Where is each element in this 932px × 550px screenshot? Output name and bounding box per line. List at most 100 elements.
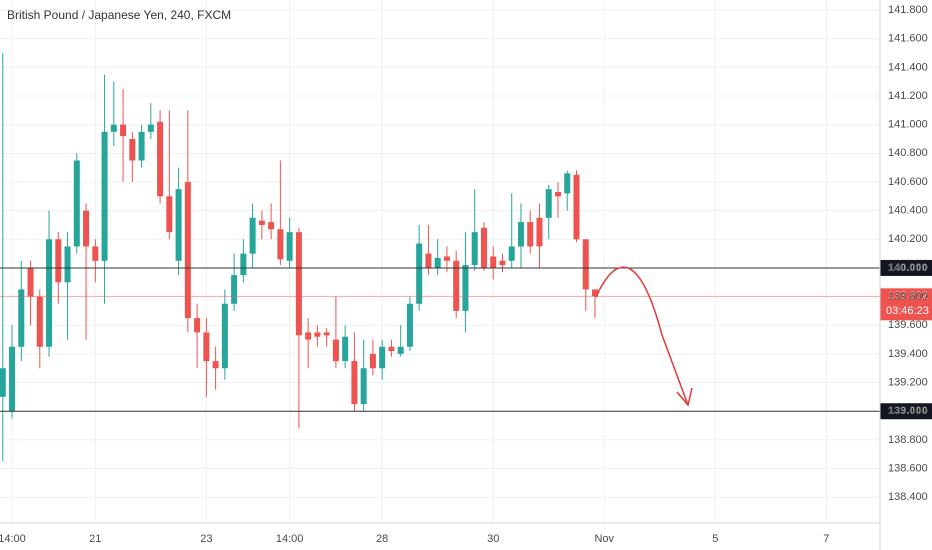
y-tick-label: 139.600 [888,319,928,331]
y-tick-label: 140.200 [888,233,928,245]
candle-body [64,246,71,283]
candle-body [231,275,238,304]
candle-body [369,353,376,369]
candle-body [36,296,43,347]
candle-body [443,256,450,261]
candle-body [147,124,154,132]
candle-body [175,189,182,261]
candle-body [342,336,349,362]
candle-body [462,265,469,311]
candles [0,53,598,462]
candle-body [83,210,90,247]
x-tick-label: 5 [712,533,718,545]
candle-body [184,181,191,319]
overlay: 140.000 139.000 139.802 03:46:23 [0,259,932,420]
candle-body [351,361,358,405]
last-price-box [880,288,932,321]
price-label: 140.000 [888,262,928,274]
candle-body [295,232,302,336]
y-tick-label: 138.400 [888,491,928,503]
y-tick-label: 140.400 [888,205,928,217]
candle-body [305,332,312,340]
candle-body [388,346,395,352]
candle-body [332,339,339,362]
candle-body [277,229,284,260]
y-tick-label: 138.600 [888,462,928,474]
candle-body [258,220,265,225]
x-tick-label: 30 [487,533,499,545]
arrow-head [676,387,693,407]
candle-body [527,222,534,247]
x-tick-label: 7 [823,533,829,545]
candle-body [480,227,487,268]
x-tick-label: 14:00 [0,533,26,545]
y-tick-label: 141.200 [888,90,928,102]
y-tick-label: 139.400 [888,348,928,360]
candle-body [27,267,34,297]
x-tick-label: Nov [594,533,614,545]
chart-title: British Pound / Japanese Yen, 240, FXCM [7,8,231,22]
grid-layer [0,0,880,523]
candle-body [221,303,228,369]
x-tick-label: 23 [200,533,212,545]
y-tick-label: 141.400 [888,61,928,73]
y-tick-label: 140.600 [888,176,928,188]
candle-body [9,346,16,412]
candle-body [554,192,561,197]
y-tick-label: 139.200 [888,376,928,388]
candle-body [406,303,413,347]
candle-body [379,346,386,369]
candle-body [434,257,441,268]
candle-body [249,217,256,254]
candle-body [203,332,210,362]
candle-body [92,246,99,261]
candle-body [360,368,367,405]
candle-body [138,131,145,161]
x-tick-label: 14:00 [276,533,304,545]
candle-body [110,124,117,132]
price-label: 139.000 [888,405,928,417]
candle-body [73,160,80,247]
candle-body [564,173,571,194]
candle-body [490,256,497,268]
candle-body [101,131,108,261]
candle-body [46,239,53,347]
last-price-label: 139.802 [888,290,928,302]
y-tick-label: 141.600 [888,33,928,45]
candle-body [499,260,506,266]
candle-body [268,222,275,230]
candle-body [129,138,136,161]
candle-body [18,289,25,347]
y-tick-label: 139.800 [888,291,928,303]
candle-body [0,368,6,397]
candle-body [166,196,173,233]
y-tick-label: 140.000 [888,262,928,274]
candle-body [55,239,62,283]
candle-body [582,239,589,290]
y-tick-label: 141.000 [888,119,928,131]
price-label-box [880,259,932,276]
candle-body [240,253,247,276]
candle-body [591,289,598,297]
candle-body [416,243,423,304]
price-label-box [880,403,932,420]
y-tick-label: 141.800 [888,4,928,16]
countdown-label: 03:46:23 [886,305,929,317]
candle-body [314,332,321,337]
x-tick-label: 28 [376,533,388,545]
candle-body [323,332,330,336]
candle-body [157,121,164,197]
forecast-arrow [595,266,689,406]
candle-body [573,174,580,240]
x-tick-label: 21 [89,533,101,545]
candle-body [517,222,524,247]
candle-body [286,232,293,261]
candle-body [194,318,201,333]
candle-body [397,346,404,354]
candle-body [120,124,127,137]
candle-body [508,246,515,261]
candle-body [471,232,478,266]
candle-body [545,189,552,218]
